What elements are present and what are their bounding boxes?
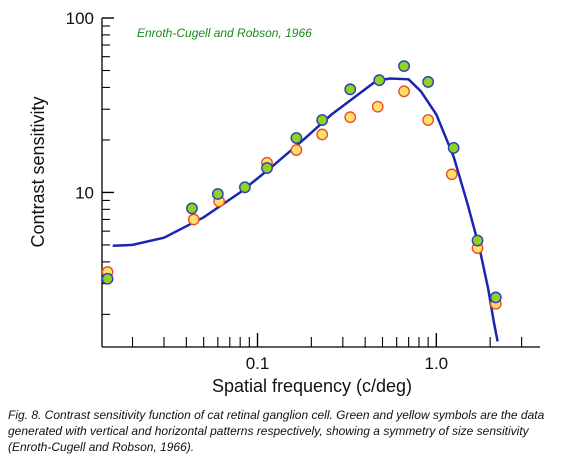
data-point [186,202,198,215]
data-point [422,76,435,88]
data-points [101,60,502,310]
data-point [422,114,435,126]
data-point [344,83,357,96]
y-tick-label: 10 [75,183,94,202]
figure-caption: Fig. 8. Contrast sensitivity function of… [8,408,545,454]
contrast-sensitivity-chart: 10 100 0.1 1.0 Enroth-Cugell and Robson, 19… [28,9,540,396]
data-point [371,100,384,113]
x-tick-label: 0.1 [246,354,270,373]
data-point [101,272,114,285]
tick-labels: 10 100 0.1 1.0 [66,9,449,373]
data-point [316,114,329,126]
axes [101,18,540,348]
data-point [187,213,200,226]
model-curve [112,77,499,342]
data-point [398,85,410,98]
data-point [238,181,251,194]
y-axis-title: Contrast sensitivity [28,96,48,247]
y-tick-label: 100 [66,9,94,28]
data-point [471,234,484,247]
source-annotation: Enroth-Cugell and Robson, 1966 [137,26,312,40]
data-point [445,168,458,181]
data-point [344,111,357,124]
data-point [316,128,329,141]
data-point [290,132,303,144]
data-point [489,291,502,304]
axis-ticks [102,17,523,347]
data-point [398,60,410,72]
data-point [211,188,224,200]
data-point [290,144,303,156]
data-point [373,74,386,87]
x-axis-title: Spatial frequency (c/deg) [212,376,412,396]
data-point [261,162,273,174]
x-tick-label: 1.0 [425,354,449,373]
data-point [447,142,460,154]
